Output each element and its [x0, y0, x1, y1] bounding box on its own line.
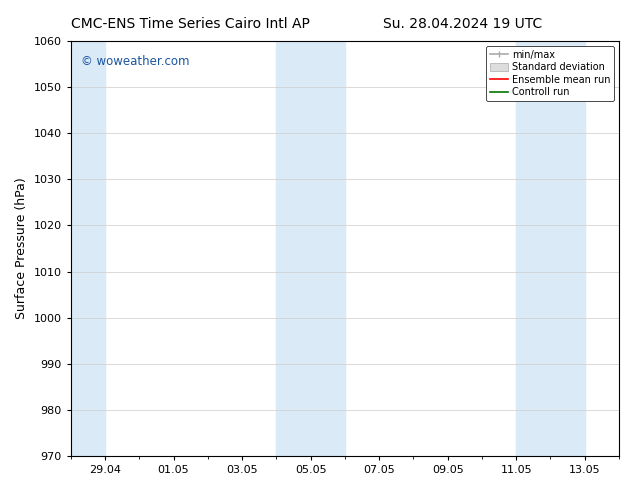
Bar: [516, 41, 550, 456]
Bar: [550, 41, 585, 456]
Bar: [71, 41, 105, 456]
Text: © woweather.com: © woweather.com: [81, 55, 190, 68]
Bar: [276, 41, 311, 456]
Text: CMC-ENS Time Series Cairo Intl AP: CMC-ENS Time Series Cairo Intl AP: [71, 17, 309, 31]
Text: Su. 28.04.2024 19 UTC: Su. 28.04.2024 19 UTC: [383, 17, 543, 31]
Bar: [311, 41, 345, 456]
Y-axis label: Surface Pressure (hPa): Surface Pressure (hPa): [15, 178, 28, 319]
Legend: min/max, Standard deviation, Ensemble mean run, Controll run: min/max, Standard deviation, Ensemble me…: [486, 46, 614, 101]
